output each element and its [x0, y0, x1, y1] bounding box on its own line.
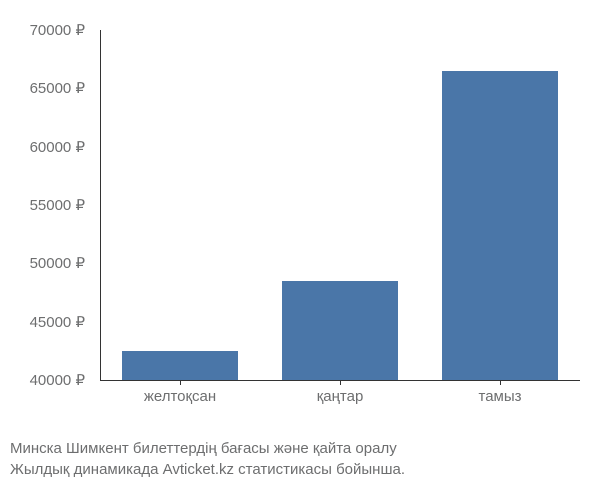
x-tick-mark [180, 380, 181, 385]
y-tick: 65000 ₽ [10, 88, 95, 106]
x-tick-mark [500, 380, 501, 385]
x-tick-mark [340, 380, 341, 385]
x-tick-label: желтоқсан [144, 388, 216, 405]
x-axis-labels: желтоқсан қаңтар тамыз [100, 388, 580, 413]
y-tick-label: 55000 ₽ [30, 196, 95, 214]
y-tick-label: 70000 ₽ [30, 21, 95, 39]
y-tick-label: 65000 ₽ [30, 79, 95, 97]
x-tick-label: тамыз [478, 388, 521, 405]
y-tick: 60000 ₽ [10, 147, 95, 165]
y-tick: 45000 ₽ [10, 322, 95, 340]
bar [282, 281, 397, 380]
chart-caption: Минска Шимкент билеттердің бағасы және қ… [10, 438, 590, 480]
y-tick: 70000 ₽ [10, 30, 95, 48]
y-tick-label: 45000 ₽ [30, 313, 95, 331]
y-tick-label: 40000 ₽ [30, 371, 95, 389]
caption-line-2: Жылдық динамикада Avticket.kz статистика… [10, 459, 590, 480]
y-axis: 40000 ₽45000 ₽50000 ₽55000 ₽60000 ₽65000… [10, 30, 95, 380]
chart-container: 40000 ₽ 45000 ₽ 50000 ₽ 55000 ₽ 60000 ₽ 65000… [10, 20, 590, 420]
x-tick-label: қаңтар [317, 388, 364, 405]
y-tick: 55000 ₽ [10, 205, 95, 223]
y-tick-label: 50000 ₽ [30, 254, 95, 272]
y-tick: 50000 ₽ [10, 263, 95, 281]
y-tick: 40000 ₽ [10, 380, 95, 398]
y-tick-label: 60000 ₽ [30, 138, 95, 156]
bar [442, 71, 557, 380]
plot-area [100, 30, 580, 380]
caption-line-1: Минска Шимкент билеттердің бағасы және қ… [10, 438, 590, 459]
bar [122, 351, 237, 380]
